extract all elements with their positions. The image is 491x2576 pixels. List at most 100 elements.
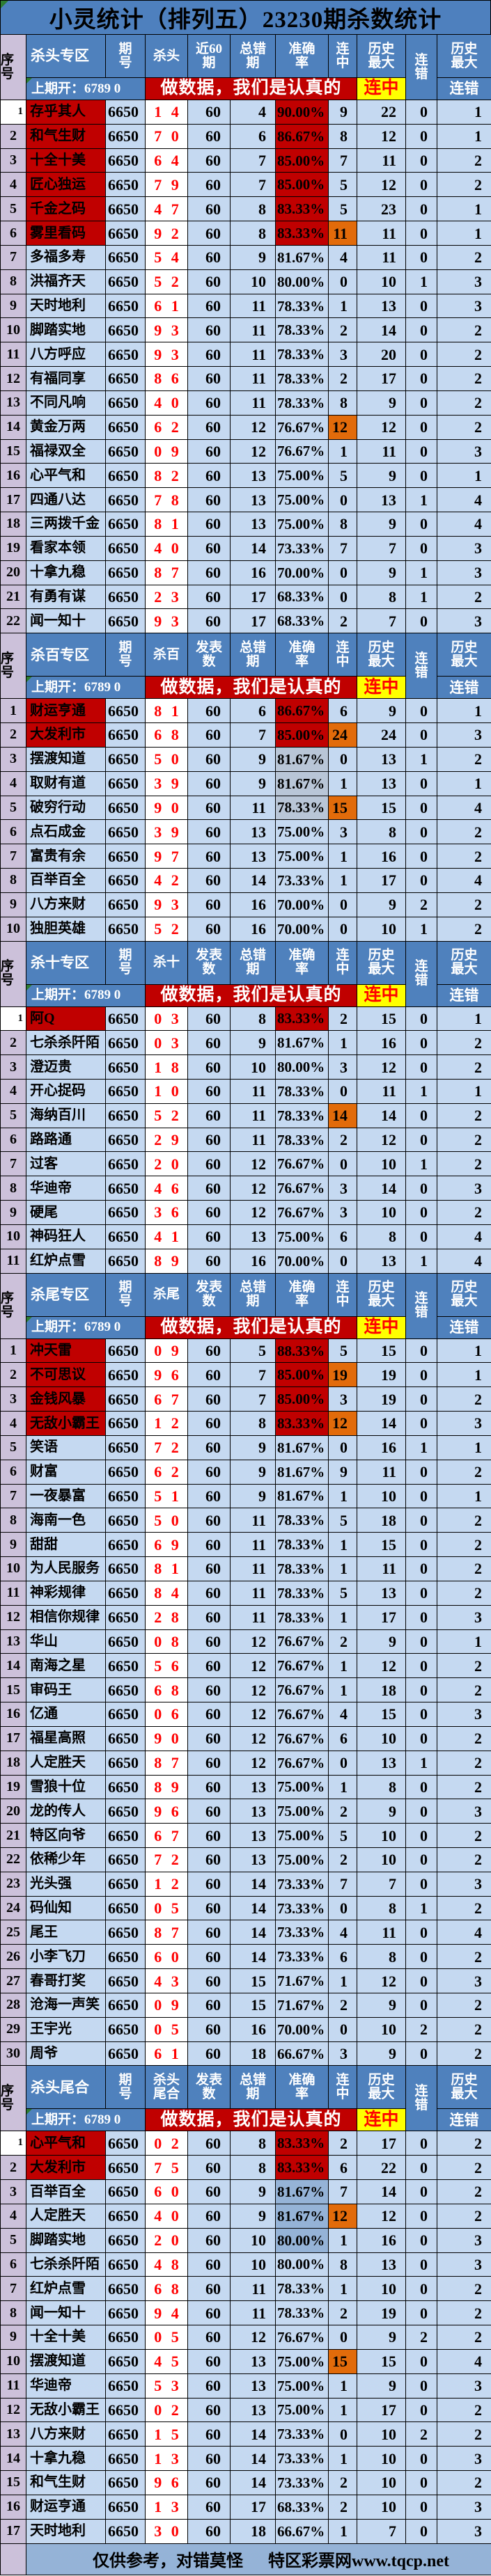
cell-seq: 8 [1,869,26,893]
cell-streak-miss: 1 [406,917,437,942]
table-row: 7 过客 6650 2 0 60 12 76.67% 0 10 1 2 [1,1152,491,1177]
cell-streak-miss: 0 [406,1533,437,1558]
streak-miss-header: 连 错 [406,941,437,1007]
cell-history-max-hit: 9 [357,1799,406,1824]
cell-kill-numbers: 4 8 [146,2252,188,2277]
cell-kill-numbers: 1 8 [146,1055,188,1080]
cell-streak-miss: 0 [406,1629,437,1654]
cell-published: 60 [188,1152,231,1177]
cell-history-max-miss: 2 [437,747,491,772]
cell-total-wrong: 4 [231,100,276,125]
cell-total-wrong: 11 [231,1103,276,1128]
cell-history-max-hit: 12 [357,124,406,149]
cell-history-max-hit: 15 [357,1702,406,1727]
cell-streak-hit: 4 [329,1702,357,1727]
cell-accuracy: 75.00% [276,1224,329,1249]
cell-published: 60 [188,1079,231,1104]
cell-published: 60 [188,1629,231,1654]
cell-accuracy: 66.67% [276,2519,329,2544]
cell-published: 60 [188,2422,231,2447]
cell-kill-numbers: 7 2 [146,1848,188,1872]
lianzhong-badge: 连中 [357,2109,406,2132]
cell-streak-hit: 5 [329,197,357,222]
cell-qihao: 6650 [106,464,146,489]
cell-accuracy: 78.33% [276,318,329,343]
cell-name: 雪狼十位 [26,1775,106,1800]
cell-accuracy: 68.33% [276,2495,329,2520]
cell-published: 60 [188,148,231,173]
cell-accuracy: 80.00% [276,1055,329,1080]
cell-accuracy: 75.00% [276,464,329,489]
cell-history-max-miss: 3 [437,2252,491,2277]
cell-qihao: 6650 [106,1484,146,1509]
streak-miss-header: 连 错 [406,2066,437,2132]
cell-history-max-hit: 11 [357,1920,406,1945]
table-row: 11 红炉点雪 6650 8 9 60 16 70.00% 0 13 1 4 [1,1249,491,1274]
cell-published: 60 [188,1557,231,1581]
cell-streak-miss: 1 [406,560,437,585]
section-header-shashi: 序 号杀十专区期 号杀十 发表 数总错 期准确 率连 中历史 最大连 错历史 最大… [1,941,491,1007]
cell-total-wrong: 13 [231,1224,276,1249]
cell-streak-hit: 5 [329,1338,357,1364]
cell-history-max-miss: 3 [437,1605,491,1630]
cell-streak-miss: 0 [406,1775,437,1800]
cell-seq: 12 [1,367,26,391]
cell-name: 神彩规律 [26,1581,106,1606]
cell-name: 路路通 [26,1128,106,1153]
cell-accuracy: 78.33% [276,2277,329,2302]
table-row: 17 天时地利 6650 3 0 60 18 66.67% 1 7 0 3 [1,2519,491,2544]
cell-history-max-hit: 8 [357,585,406,610]
cell-accuracy: 73.33% [276,536,329,561]
cell-published: 60 [188,2495,231,2520]
cell-history-max-hit: 15 [357,796,406,821]
cell-seq: 11 [1,342,26,368]
cell-history-max-miss: 2 [437,1460,491,1485]
cell-streak-hit: 1 [329,2373,357,2399]
history-max-miss-header: 历史 最大 [437,1273,491,1317]
cell-published: 60 [188,1654,231,1679]
cell-accuracy: 81.67% [276,2180,329,2204]
cell-accuracy: 83.33% [276,1412,329,1436]
cell-streak-hit: 1 [329,1654,357,1679]
cell-name: 硬尾 [26,1201,106,1225]
cell-name: 龙的传人 [26,1799,106,1824]
cell-accuracy: 78.33% [276,342,329,368]
cell-accuracy: 75.00% [276,488,329,513]
cell-published: 60 [188,1103,231,1128]
cell-history-max-hit: 10 [357,1201,406,1225]
total-wrong-header: 总错 期 [231,35,276,78]
cell-seq: 25 [1,1920,26,1945]
cell-seq: 5 [1,1435,26,1460]
cell-history-max-hit: 12 [357,1055,406,1080]
cell-name: 一夜暴富 [26,1484,106,1509]
cell-history-max-hit: 16 [357,1031,406,1056]
cell-published: 60 [188,771,231,796]
cell-history-max-hit: 11 [357,1557,406,1581]
cell-qihao: 6650 [106,1945,146,1970]
table-row: 16 心平气和 6650 8 2 60 13 75.00% 5 9 0 1 [1,464,491,489]
cell-name: 码仙知 [26,1896,106,1921]
cell-kill-numbers: 9 0 [146,796,188,821]
cell-history-max-hit: 13 [357,1751,406,1776]
cell-total-wrong: 14 [231,1872,276,1897]
cell-seq: 7 [1,245,26,270]
cell-history-max-hit: 8 [357,1945,406,1970]
cell-seq: 13 [1,2422,26,2447]
cell-history-max-hit: 17 [357,2131,406,2156]
cell-qihao: 6650 [106,2447,146,2472]
cell-kill-numbers: 5 0 [146,1508,188,1533]
cell-seq: 11 [1,1249,26,1274]
cell-streak-miss: 1 [406,747,437,772]
table-row: 7 一夜暴富 6650 5 1 60 9 81.67% 1 10 0 1 [1,1484,491,1509]
cell-history-max-miss: 2 [437,1128,491,1153]
cell-history-max-miss: 2 [437,1848,491,1872]
cell-accuracy: 80.00% [276,2228,329,2253]
cell-kill-numbers: 1 3 [146,2495,188,2520]
cell-streak-miss: 0 [406,1920,437,1945]
cell-kill-numbers: 9 0 [146,1726,188,1751]
cell-streak-hit: 1 [329,1557,357,1581]
cell-qihao: 6650 [106,2228,146,2253]
cell-history-max-miss: 3 [437,2495,491,2520]
cell-name: 财富 [26,1460,106,1485]
cell-kill-numbers: 1 3 [146,2447,188,2472]
